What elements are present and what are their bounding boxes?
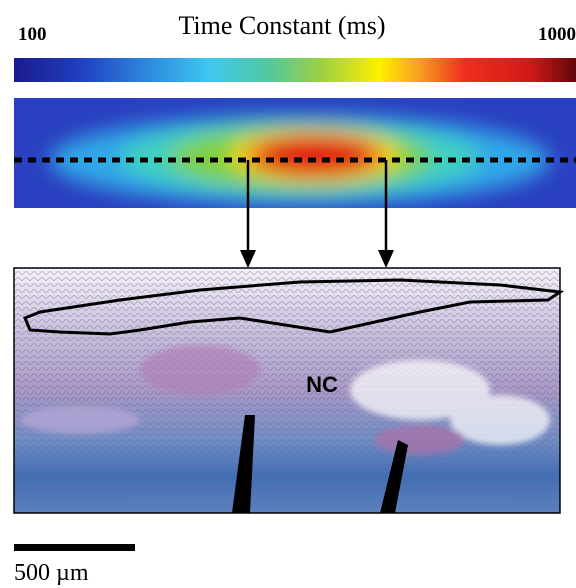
colorbar-max: 1000: [538, 24, 576, 45]
colorbar-title: Time Constant (ms): [178, 11, 385, 40]
scale-bar-label: 500 µm: [14, 560, 89, 586]
colorbar-min: 100: [18, 24, 47, 45]
heatmap: [14, 98, 576, 208]
page: Time Constant (ms) 100 1000: [0, 0, 576, 588]
arrow-head: [378, 250, 394, 268]
region-label: NC: [306, 372, 338, 397]
colorbar: [14, 58, 576, 82]
figure: Time Constant (ms) 100 1000: [0, 0, 576, 588]
scale-bar: [14, 544, 135, 551]
arrow-head: [240, 250, 256, 268]
